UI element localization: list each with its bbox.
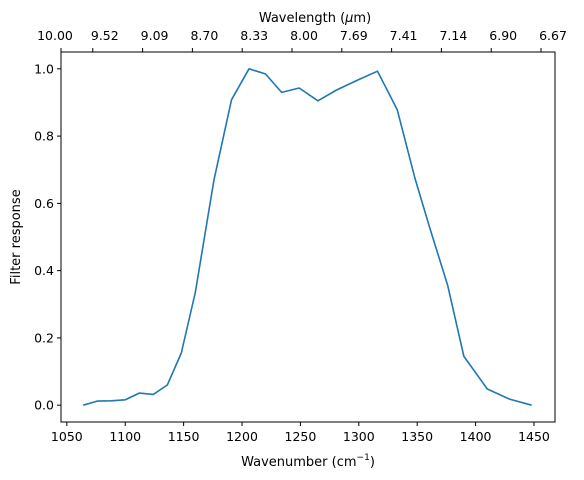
plot-area [82, 68, 532, 406]
x-tick-label: 1450 [518, 429, 550, 444]
top-tick-label: 7.69 [340, 28, 368, 43]
top-tick-label: 9.09 [141, 28, 169, 43]
response-line [82, 68, 532, 406]
top-x-axis: 10.00 9.52 9.09 8.70 8.33 8.00 7.69 7.41 7.14 6.9… [37, 28, 567, 52]
y-tick-label: 0.8 [34, 129, 54, 144]
top-tick-label: 9.52 [91, 28, 119, 43]
x-axis-label: Wavenumber (cm−1) [241, 453, 375, 470]
x-tick-label: 1150 [168, 429, 200, 444]
y-tick-label: 0.0 [34, 398, 54, 413]
x-tick-label: 1250 [285, 429, 317, 444]
y-tick-label: 0.2 [34, 330, 54, 345]
top-tick-label: 8.33 [240, 28, 268, 43]
top-tick-label: 7.14 [439, 28, 467, 43]
y-tick-label: 0.4 [34, 263, 54, 278]
top-tick-label: 7.41 [390, 28, 418, 43]
top-tick-label: 8.00 [290, 28, 318, 43]
x-tick-label: 1350 [401, 429, 433, 444]
top-tick-label: 10.00 [37, 28, 73, 43]
x-tick-label: 1200 [226, 429, 258, 444]
y-tick-label: 0.6 [34, 196, 54, 211]
x-tick-label: 1300 [343, 429, 375, 444]
bottom-x-axis: 1050 1100 1150 1200 1250 1300 1350 1400 1450 [51, 422, 550, 444]
x-tick-label: 1400 [460, 429, 492, 444]
left-y-axis: 0.0 0.2 0.4 0.6 0.8 1.0 [34, 61, 61, 413]
top-tick-label: 6.67 [539, 28, 567, 43]
x-tick-label: 1100 [109, 429, 141, 444]
x-tick-label: 1050 [51, 429, 83, 444]
y-tick-label: 1.0 [34, 61, 54, 76]
y-axis-label: Filter response [9, 189, 24, 284]
top-tick-label: 8.70 [190, 28, 218, 43]
top-tick-label: 6.90 [489, 28, 517, 43]
top-axis-label: Wavelength (μm) [259, 11, 371, 26]
axes-frame [60, 51, 556, 423]
